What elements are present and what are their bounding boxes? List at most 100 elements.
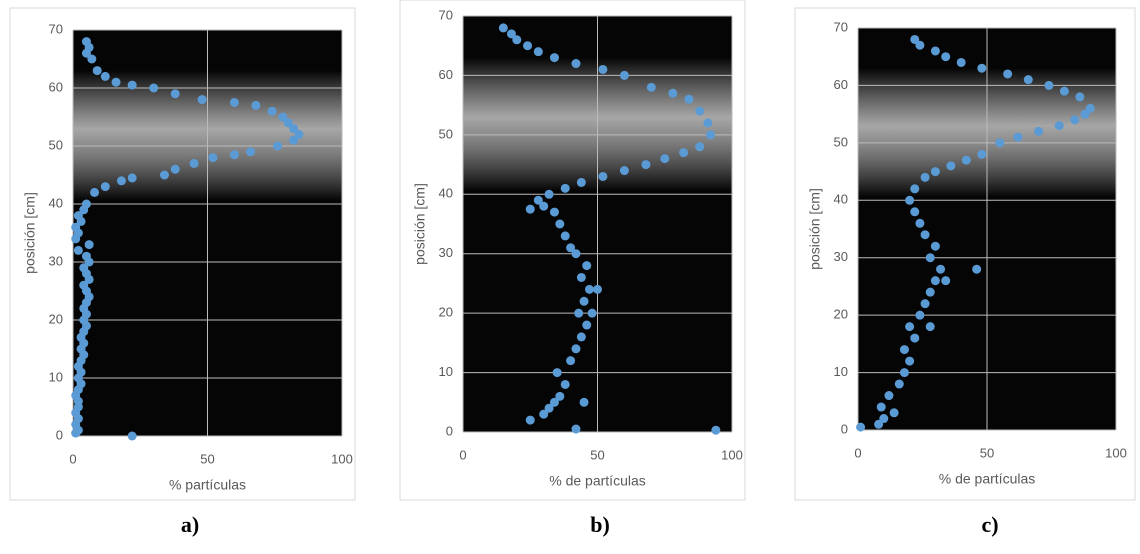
data-point (910, 184, 920, 194)
data-point (1003, 69, 1013, 79)
y-axis-title: posición [cm] (412, 183, 428, 265)
data-point (73, 211, 83, 221)
data-point (267, 106, 277, 116)
data-point (81, 251, 91, 261)
data-point (1075, 92, 1085, 102)
data-point (598, 171, 608, 181)
y-tick-label: 70 (439, 7, 453, 22)
y-tick-label: 60 (834, 77, 848, 92)
data-point (619, 70, 629, 80)
data-point (930, 167, 940, 177)
data-point (571, 424, 581, 434)
x-tick-label: 100 (1105, 445, 1127, 460)
data-point (579, 397, 589, 407)
data-point (571, 249, 581, 259)
data-point (874, 419, 884, 429)
data-point (283, 118, 293, 128)
y-tick-label: 0 (446, 423, 453, 438)
data-point (899, 368, 909, 378)
data-point (956, 57, 966, 67)
data-point (73, 245, 83, 255)
data-point (920, 230, 930, 240)
data-point (81, 37, 91, 47)
data-point (705, 130, 715, 140)
x-tick-label: 0 (854, 445, 861, 460)
data-point (910, 333, 920, 343)
data-point (641, 160, 651, 170)
y-tick-label: 60 (49, 79, 63, 94)
data-point (946, 161, 956, 171)
data-point (1085, 103, 1095, 113)
data-point (100, 182, 110, 192)
data-point (660, 154, 670, 164)
data-point (977, 63, 987, 73)
data-point (560, 183, 570, 193)
y-tick-label: 10 (439, 364, 453, 379)
data-point (523, 41, 533, 51)
y-tick-label: 0 (841, 421, 848, 436)
data-point (189, 158, 199, 168)
data-point (905, 195, 915, 205)
data-point (576, 332, 586, 342)
data-point (587, 308, 597, 318)
data-point (930, 241, 940, 251)
data-point (905, 356, 915, 366)
data-point (910, 207, 920, 217)
panel-caption: a) (181, 512, 199, 537)
data-point (544, 403, 554, 413)
data-point (1080, 109, 1090, 119)
y-tick-label: 30 (439, 245, 453, 260)
data-point (512, 35, 522, 45)
x-tick-label: 50 (590, 447, 604, 462)
y-tick-label: 10 (49, 369, 63, 384)
data-point (566, 243, 576, 253)
data-point (910, 34, 920, 44)
y-tick-label: 40 (439, 186, 453, 201)
data-point (1023, 75, 1033, 85)
data-point (703, 118, 713, 128)
data-point (289, 135, 299, 145)
data-point (208, 153, 218, 163)
data-point (555, 219, 565, 229)
data-point (571, 59, 581, 69)
data-point (920, 299, 930, 309)
data-point (549, 53, 559, 63)
data-point (79, 263, 89, 273)
data-point (576, 272, 586, 282)
y-tick-label: 20 (834, 307, 848, 322)
data-point (90, 187, 100, 197)
y-tick-label: 70 (834, 19, 848, 34)
data-point (498, 23, 508, 33)
data-point (582, 261, 592, 271)
data-point (582, 320, 592, 330)
data-point (539, 201, 549, 211)
x-axis-title: % de partículas (939, 471, 1036, 487)
y-tick-label: 60 (439, 67, 453, 82)
y-tick-label: 0 (56, 427, 63, 442)
data-point (81, 199, 91, 209)
data-point (571, 344, 581, 354)
data-point (1054, 121, 1064, 131)
data-point (229, 98, 239, 107)
data-point (711, 425, 721, 435)
data-point (92, 66, 102, 76)
data-point (936, 264, 946, 274)
data-point (294, 129, 304, 139)
data-point (684, 94, 694, 104)
data-point (920, 172, 930, 182)
data-point (533, 47, 543, 57)
y-axis-title: posición [cm] (807, 188, 823, 270)
data-point (598, 64, 608, 74)
data-point (679, 148, 689, 158)
data-point (289, 124, 299, 134)
data-point (278, 112, 288, 122)
data-point (1059, 86, 1069, 96)
data-point (539, 409, 549, 419)
data-point (560, 231, 570, 241)
data-point (961, 155, 971, 165)
y-tick-label: 50 (834, 134, 848, 149)
data-point (71, 222, 81, 232)
data-point (894, 379, 904, 389)
y-tick-label: 70 (49, 21, 63, 36)
